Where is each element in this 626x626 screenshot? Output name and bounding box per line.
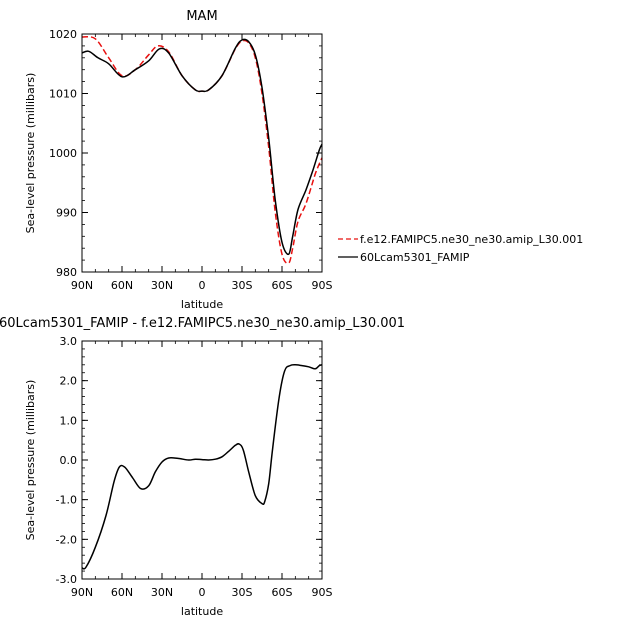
bottom-chart-series-line-1 — [81, 364, 323, 570]
top-chart-ytick-label: 990 — [56, 207, 77, 220]
top-chart-series-line-1 — [81, 35, 323, 265]
bottom-chart-xlabel: latitude — [181, 605, 223, 618]
bottom-chart-ylabel: Sea-level pressure (millibars) — [24, 380, 37, 541]
top-chart-xlabel: latitude — [181, 298, 223, 311]
legend-label-series-1: f.e12.FAMIPC5.ne30_ne30.amip_L30.001 — [360, 233, 583, 246]
bottom-chart-ytick-label: -2.0 — [56, 533, 77, 546]
bottom-chart-ytick-label: 0.0 — [60, 454, 78, 467]
bottom-chart-ytick-label: 3.0 — [60, 335, 78, 348]
bottom-chart-ytick-label: -1.0 — [56, 494, 77, 507]
top-chart-ytick-label: 1000 — [49, 147, 77, 160]
bottom-chart-ytick-label: -3.0 — [56, 573, 77, 586]
top-chart-xtick-label: 0 — [199, 279, 206, 292]
top-chart-ylabel: Sea-level pressure (millibars) — [24, 73, 37, 234]
legend: f.e12.FAMIPC5.ne30_ne30.amip_L30.001 60L… — [338, 233, 583, 264]
top-chart-title: MAM — [186, 9, 217, 24]
top-chart-frame — [81, 33, 323, 273]
bottom-chart-ytick-label: 2.0 — [60, 375, 78, 388]
top-chart-xtick-label: 30N — [151, 279, 173, 292]
bottom-chart-xtick-label: 90N — [71, 586, 93, 599]
bottom-chart-xtick-label: 0 — [199, 586, 206, 599]
top-chart-xtick-label: 90S — [312, 279, 333, 292]
top-chart-series-line-2 — [81, 38, 323, 256]
bottom-chart-xtick-label: 30S — [232, 586, 253, 599]
bottom-chart-ytick-label: 1.0 — [60, 414, 78, 427]
bottom-chart-xtick-label: 30N — [151, 586, 173, 599]
legend-label-series-2: 60Lcam5301_FAMIP — [360, 251, 470, 264]
top-chart-xtick-label: 60S — [272, 279, 293, 292]
bottom-chart-panel: 60Lcam5301_FAMIP - f.e12.FAMIPC5.ne30_ne… — [0, 316, 405, 618]
bottom-chart-xtick-label: 90S — [312, 586, 333, 599]
top-chart-ytick-label: 1020 — [49, 28, 77, 41]
top-chart-xtick-label: 30S — [232, 279, 253, 292]
bottom-chart-title: 60Lcam5301_FAMIP - f.e12.FAMIPC5.ne30_ne… — [0, 316, 405, 331]
top-chart-panel: MAM 90N 60N 30N 0 30S 60S 90S 980 990 1000 1010 102… — [24, 9, 583, 311]
bottom-chart-xtick-label: 60N — [111, 586, 133, 599]
bottom-chart-xtick-label: 60S — [272, 586, 293, 599]
top-chart-ytick-label: 1010 — [49, 88, 77, 101]
top-chart-ytick-label: 980 — [56, 266, 77, 279]
top-chart-xtick-label: 60N — [111, 279, 133, 292]
top-chart-xtick-label: 90N — [71, 279, 93, 292]
